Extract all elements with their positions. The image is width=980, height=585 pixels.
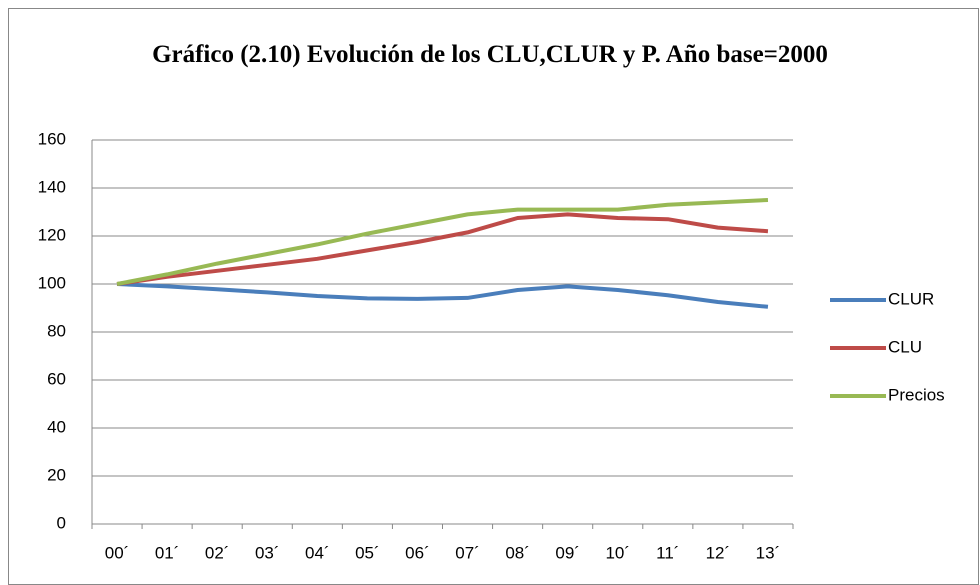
- series-line: [116, 198, 769, 286]
- legend-label: Precios: [888, 385, 945, 404]
- x-tick-label: 09´: [555, 543, 580, 562]
- legend-label: CLU: [888, 337, 922, 356]
- x-tick-label: 03´: [255, 543, 280, 562]
- chart-title: Gráfico (2.10) Evolución de los CLU,CLUR…: [152, 41, 828, 68]
- x-tick-label: 11´: [656, 543, 679, 562]
- y-tick-label: 140: [38, 177, 66, 196]
- y-tick-label: 60: [47, 369, 66, 388]
- y-tick-label: 100: [38, 273, 66, 292]
- series-line: [116, 282, 769, 309]
- x-tick-label: 12´: [706, 543, 731, 562]
- x-tick-label: 04´: [305, 543, 330, 562]
- x-tick-label: 10´: [605, 543, 630, 562]
- y-tick-label: 0: [57, 513, 66, 532]
- y-tick-label: 80: [47, 321, 66, 340]
- y-tick-label: 20: [47, 465, 66, 484]
- series-line: [116, 212, 769, 286]
- x-tick-label: 08´: [505, 543, 530, 562]
- y-tick-label: 120: [38, 225, 66, 244]
- x-tick-label: 02´: [205, 543, 230, 562]
- x-tick-label: 07´: [455, 543, 480, 562]
- x-tick-label: 00´: [105, 543, 130, 562]
- x-tick-label: 06´: [405, 543, 430, 562]
- x-tick-label: 01´: [155, 543, 180, 562]
- chart-border: [8, 8, 979, 585]
- x-tick-label: 05´: [355, 543, 380, 562]
- y-tick-label: 40: [47, 417, 66, 436]
- legend-label: CLUR: [888, 289, 934, 308]
- x-tick-label: 13´: [756, 543, 781, 562]
- y-tick-label: 160: [38, 129, 66, 148]
